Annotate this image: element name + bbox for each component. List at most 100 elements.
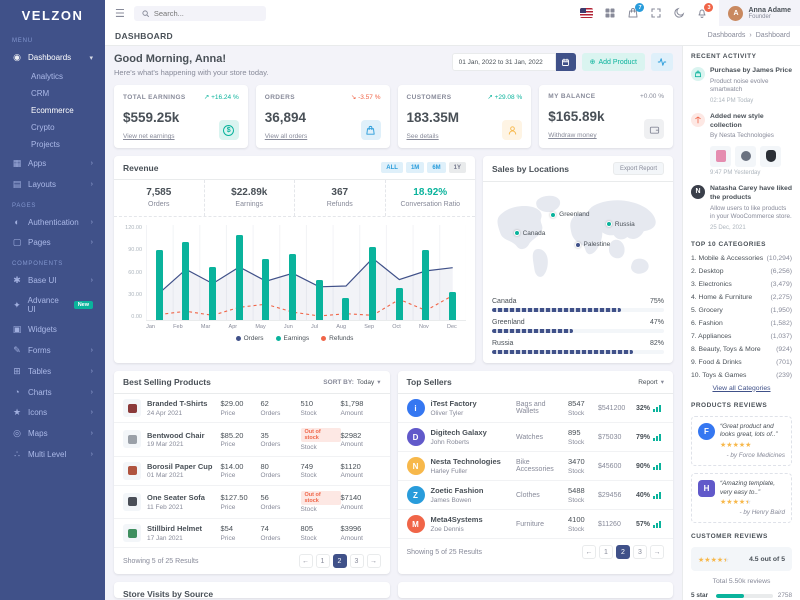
dark-mode-moon-icon[interactable] [673,7,685,19]
cart-icon[interactable]: 7 [627,3,645,19]
table-row[interactable]: Z Zoetic Fashion James Bowen Clothes 5488… [397,480,673,509]
list-item[interactable]: 8. Beauty, Toys & More (924) [691,345,792,353]
product-image[interactable] [760,145,781,167]
page-1-button[interactable]: 1 [315,554,330,568]
map-marker-canada[interactable]: Canada [513,230,545,237]
product-thumbnail [123,524,141,542]
sidebar-item-analytics[interactable]: Analytics [31,72,64,81]
sidebar-item-authentication[interactable]: ◐ Authentication › [0,212,105,232]
sidebar-item-forms[interactable]: ✎ Forms › [13,345,93,355]
table-row[interactable]: i iTest Factory Oliver Tyler Bags and Wal… [398,394,674,422]
table-row[interactable]: N Nesta Technologies Harley Fuller Bike A… [397,451,673,480]
maps-icon: ◎ [13,428,21,438]
filter-1m[interactable]: 1M [405,162,425,173]
next-page-button[interactable]: → [366,554,381,568]
table-row[interactable]: One Seater Sofa 11 Feb 2021 $127.50 Price … [114,484,390,519]
sidebar-item-icons[interactable]: ★ Icons › [12,407,93,417]
list-item[interactable]: 4. Home & Furniture (2,275) [691,293,792,301]
page-2-button[interactable]: 2 [332,554,347,568]
sidebar-item-dashboards[interactable]: ◉ Dashboards ▾ [13,52,93,62]
withdraw-money-link[interactable]: Withdraw money [548,132,597,139]
list-item[interactable]: 3. Electronics (3,479) [691,280,792,288]
top-categories-header: TOP 10 CATEGORIES [691,240,766,248]
apps-grid-icon[interactable] [604,7,616,19]
list-item[interactable]: 5. Grocery (1,950) [691,306,792,314]
pages-icon: ▢ [12,237,22,247]
add-product-button[interactable]: ⊕ Add Product [581,53,645,71]
table-row[interactable]: D Digitech Galaxy John Roberts Watches 89… [397,422,673,451]
date-range-input[interactable] [451,53,556,71]
customer-rating-summary: ★★★★★★ 4.5 out of 5 [691,547,792,572]
filter-6m[interactable]: 6M [427,162,446,173]
sidebar-item-pages[interactable]: ▢ Pages › [12,237,93,247]
sort-by-dropdown[interactable]: SORT BY: Today ▾ [323,378,381,387]
sidebar-item-widgets[interactable]: ▣ Widgets [12,324,57,334]
page-3-button[interactable]: 3 [633,545,647,559]
next-page-button[interactable]: → [650,545,664,559]
sidebar-item-base-ui[interactable]: ✱ Base UI › [13,275,93,285]
search-box[interactable] [133,5,266,21]
export-report-button[interactable]: Export Report [612,162,664,175]
sidebar-item-maps[interactable]: ◎ Maps › [13,428,93,438]
prev-page-button[interactable]: ← [298,554,313,568]
activity-pulse-button[interactable] [651,53,673,71]
list-item[interactable]: 10. Toys & Games (239) [691,371,792,379]
sidebar-item-charts[interactable]: ◔ Charts › [0,382,105,402]
sidebar-item-advance-ui[interactable]: ✦ Advance UI New [0,291,105,319]
list-item[interactable]: 6. Fashion (1,582) [691,319,792,327]
chevron-right-icon: › [90,347,93,354]
hamburger-icon[interactable]: ☰ [115,7,125,20]
charts-icon: ◔ [14,387,20,397]
bottom-right-card [397,582,673,598]
app-logo[interactable]: VELZON [21,7,84,23]
search-input[interactable] [153,8,259,18]
sidebar-item-ecommerce[interactable]: Ecommerce [31,106,74,115]
table-row[interactable]: Stillbird Helmet 17 Jan 2021 $54 Price 74 O… [114,518,390,547]
list-item[interactable]: 2. Desktop (6,256) [691,267,792,275]
table-row[interactable]: Branded T-Shirts 24 Apr 2021 $29.00 Price … [114,394,390,422]
sidebar-item-crypto[interactable]: Crypto [31,123,55,132]
list-item[interactable]: 9. Food & Drinks (701) [691,358,792,366]
product-image[interactable] [710,145,731,167]
page-2-button[interactable]: 2 [616,545,630,559]
reviewer-logo: F [698,422,715,440]
list-item[interactable]: 1. Mobile & Accessories (10,294) [691,254,792,262]
table-row[interactable]: M Meta4Systems Zoe Dennis Furniture 4100 S… [397,509,673,538]
list-item[interactable]: 7. Appliances (1,037) [691,332,792,340]
map-marker-greenland[interactable]: Greenland [550,211,590,218]
notifications-bell-icon[interactable]: 3 [696,3,714,19]
page-3-button[interactable]: 3 [349,554,364,568]
view-all-orders-link[interactable]: View all orders [264,133,308,140]
product-image[interactable] [735,145,756,167]
view-net-earnings-link[interactable]: View net earnings [123,133,175,140]
store-visits-card: Store Visits by Source [114,582,390,599]
filter-1y[interactable]: 1Y [448,162,466,173]
breadcrumb-parent[interactable]: Dashboards [707,32,746,39]
report-dropdown[interactable]: Report ▾ [638,378,664,387]
page-1-button[interactable]: 1 [599,545,613,559]
sidebar-item-crm[interactable]: CRM [31,89,50,98]
sidebar-item-apps[interactable]: ▦ Apps › [12,158,93,168]
prev-page-button[interactable]: ← [582,545,596,559]
mini-bar-chart-icon [653,520,662,528]
sales-locations-title: Sales by Locations [492,163,569,174]
location-bars: Canada 75% Greenland 47% Russia 82% [483,289,673,363]
store-visits-title: Store Visits by Source [123,589,214,599]
calendar-button[interactable] [555,53,576,71]
user-menu[interactable]: A Anna Adame Founder [719,0,800,26]
see-details-link[interactable]: See details [406,133,439,140]
map-marker-russia[interactable]: Russia [605,221,635,228]
fullscreen-icon[interactable] [650,7,662,19]
view-all-categories-link[interactable]: View all Categories [712,384,771,392]
calendar-icon [562,58,570,66]
filter-all[interactable]: ALL [381,162,403,173]
sidebar-item-multi-level[interactable]: ∴ Multi Level › [0,444,105,465]
sidebar-item-projects[interactable]: Projects [31,140,60,149]
sidebar-item-tables[interactable]: ⊞ Tables › [13,366,93,376]
sidebar-item-layouts[interactable]: ▤ Layouts › [12,179,93,189]
table-row[interactable]: Borosil Paper Cup 01 Mar 2021 $14.00 Price… [114,455,390,485]
chevron-right-icon: › [90,430,93,437]
language-flag-icon[interactable] [580,8,594,18]
table-row[interactable]: Bentwood Chair 19 Mar 2021 $85.20 Price 35… [114,422,390,456]
map-marker-palestine[interactable]: Palestine [574,241,610,248]
